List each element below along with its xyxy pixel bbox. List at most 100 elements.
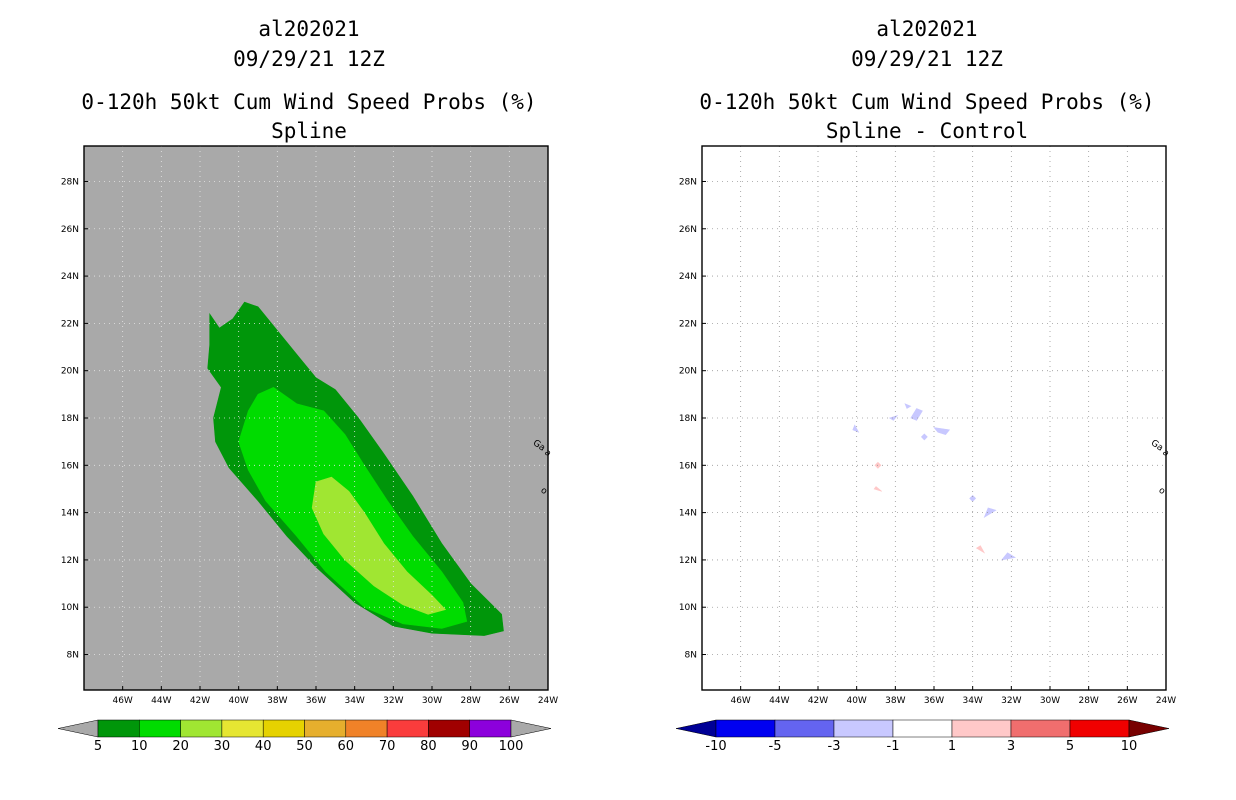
y-tick-label: 26N <box>679 225 697 235</box>
colorbar-tick-label: -10 <box>705 739 726 754</box>
colorbar-tick-label: 50 <box>296 739 313 754</box>
colorbar-tick-label: 80 <box>420 739 437 754</box>
product-title: 0-120h 50kt Cum Wind Speed Probs (%) <box>81 90 537 114</box>
colorbar-tick-label: -1 <box>887 739 900 754</box>
colorbar-over-arrow <box>510 719 552 738</box>
contour-region--3to-1 <box>969 494 977 502</box>
y-tick-label: 12N <box>679 556 697 566</box>
x-tick-label: 40W <box>228 696 248 706</box>
x-tick-label: 26W <box>1117 696 1137 706</box>
colorbar-tick-label: 60 <box>338 739 355 754</box>
x-tick-label: 42W <box>190 696 210 706</box>
x-tick-label: 42W <box>808 696 828 706</box>
x-tick-label: 32W <box>383 696 403 706</box>
colorbar-tick-label: 1 <box>948 739 956 754</box>
colorbar-swatch <box>304 719 347 738</box>
colorbar-swatch <box>180 719 223 738</box>
y-tick-label: 18N <box>679 414 697 424</box>
y-tick-label: 20N <box>679 367 697 377</box>
colorbar-tick-label: 20 <box>172 739 189 754</box>
colorbar-tick-label: 10 <box>1121 739 1138 754</box>
colorbar-swatch <box>892 719 953 738</box>
contour-region-20-30 <box>311 476 447 615</box>
x-tick-label: 46W <box>112 696 132 706</box>
colorbar-swatch <box>386 719 429 738</box>
y-tick-label: 22N <box>679 319 697 329</box>
colorbar-tick-label: 3 <box>1007 739 1015 754</box>
contour-region-1to3 <box>873 486 882 492</box>
contour-region--3to-1 <box>910 408 923 421</box>
contour-region--3to-1 <box>1000 552 1017 561</box>
colorbar-tick-label: 90 <box>461 739 478 754</box>
right-chart-panel: al202021 09/29/21 12Z 0-120h 50kt Cum Wi… <box>618 0 1236 800</box>
colorbar-swatch <box>345 719 388 738</box>
plot-background <box>702 146 1166 690</box>
colorbar-tick-label: -5 <box>769 739 782 754</box>
y-tick-label: 8N <box>685 651 697 661</box>
colorbar-swatch <box>715 719 776 738</box>
y-tick-label: 18N <box>61 414 79 424</box>
x-tick-label: 38W <box>885 696 905 706</box>
x-tick-label: 44W <box>151 696 171 706</box>
x-tick-label: 24W <box>1156 696 1176 706</box>
y-tick-label: 26N <box>61 225 79 235</box>
colorbar-tick-label: 30 <box>214 739 231 754</box>
storm-id-title: al202021 <box>258 17 360 41</box>
left-chart-panel: al202021 09/29/21 12Z 0-120h 50kt Cum Wi… <box>57 17 558 754</box>
colorbar-tick-label: 5 <box>94 739 102 754</box>
subtitle: Spline - Control <box>825 119 1029 143</box>
y-tick-label: 20N <box>61 367 79 377</box>
colorbar-swatch <box>951 719 1012 738</box>
x-tick-label: 30W <box>422 696 442 706</box>
y-tick-label: 24N <box>679 272 697 282</box>
contour-region-1to3 <box>975 545 986 554</box>
island-marker: o <box>1157 486 1168 498</box>
x-tick-label: 34W <box>344 696 364 706</box>
contour-region--3to-1 <box>852 424 860 433</box>
colorbar-swatch <box>139 719 181 738</box>
y-tick-label: 10N <box>679 603 697 613</box>
date-title: 09/29/21 12Z <box>233 47 385 71</box>
y-tick-label: 22N <box>61 319 79 329</box>
x-tick-label: 28W <box>1078 696 1098 706</box>
y-tick-label: 16N <box>679 461 697 471</box>
storm-id-title: al202021 <box>876 17 978 41</box>
colorbar-swatch <box>428 719 470 738</box>
colorbar-over-arrow <box>1128 719 1170 738</box>
x-tick-label: 34W <box>962 696 982 706</box>
colorbar-swatch <box>1010 719 1071 738</box>
contour-region--3to-1 <box>920 433 928 441</box>
x-tick-label: 28W <box>460 696 480 706</box>
x-tick-label: 30W <box>1040 696 1060 706</box>
contour-region--3to-1 <box>983 507 997 519</box>
subtitle: Spline <box>271 119 347 143</box>
colorbar-swatch <box>221 719 264 738</box>
y-tick-label: 28N <box>679 177 697 187</box>
colorbar-swatch <box>469 719 512 738</box>
y-tick-label: 12N <box>61 556 79 566</box>
colorbar-under-arrow <box>675 719 717 738</box>
island-marker: o <box>539 486 550 498</box>
colorbar-tick-label: 70 <box>379 739 396 754</box>
x-tick-label: 24W <box>538 696 558 706</box>
colorbar-swatch <box>774 719 835 738</box>
y-tick-label: 16N <box>61 461 79 471</box>
colorbar-swatch <box>1069 719 1130 738</box>
x-tick-label: 32W <box>1001 696 1021 706</box>
x-tick-label: 38W <box>267 696 287 706</box>
product-title: 0-120h 50kt Cum Wind Speed Probs (%) <box>699 90 1155 114</box>
x-tick-label: 44W <box>769 696 789 706</box>
x-tick-label: 36W <box>924 696 944 706</box>
colorbar-tick-label: -3 <box>828 739 841 754</box>
colorbar-tick-label: 100 <box>499 739 524 754</box>
x-tick-label: 40W <box>846 696 866 706</box>
y-tick-label: 14N <box>61 509 79 519</box>
date-title: 09/29/21 12Z <box>851 47 1003 71</box>
y-tick-label: 10N <box>61 603 79 613</box>
contour-region--3to-1 <box>933 427 951 435</box>
colorbar-under-arrow <box>57 719 99 738</box>
contour-region--3to-1 <box>904 403 912 409</box>
colorbar-tick-label: 40 <box>255 739 272 754</box>
